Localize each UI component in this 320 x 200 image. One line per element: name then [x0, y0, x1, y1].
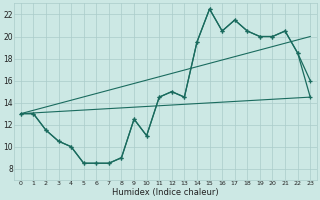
X-axis label: Humidex (Indice chaleur): Humidex (Indice chaleur): [112, 188, 219, 197]
